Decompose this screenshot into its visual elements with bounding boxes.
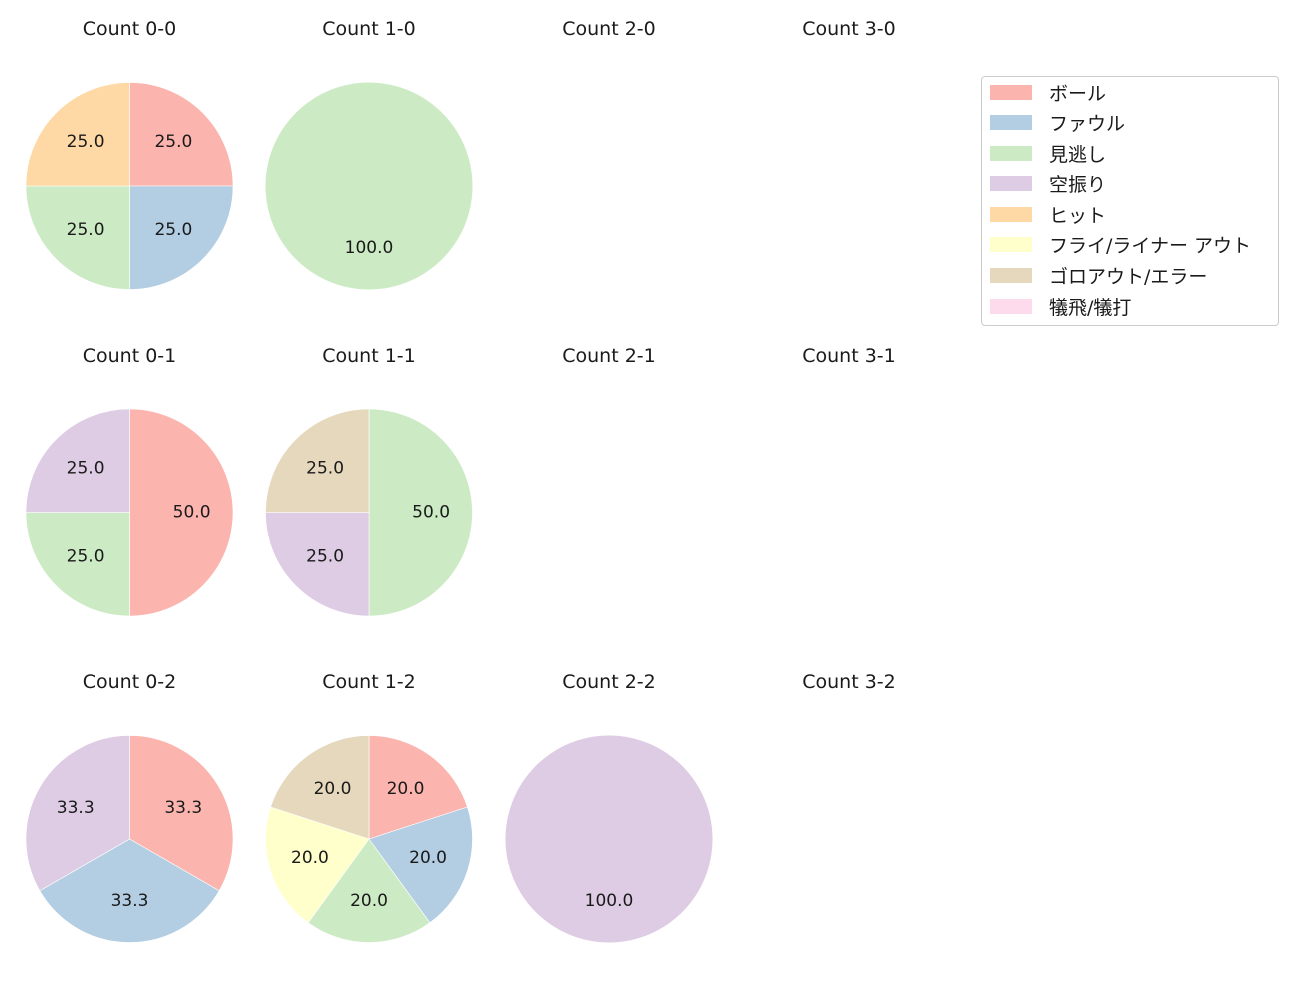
legend-label: ヒット [1049,204,1107,227]
pie-slice [368,735,468,840]
pie-pct-label: 33.3 [111,891,149,911]
pie-slice [265,512,370,617]
legend-item-sacrifice: 犠飛/犠打 [990,295,1132,319]
pie-pct-label: 100.0 [585,891,634,911]
legend-item-hit: ヒット [990,203,1107,227]
pie-count-0-1: Count 0-1 50.0 25.0 25.0 [25,345,234,617]
pie-pct-label: 25.0 [67,546,105,566]
pie-slice [265,806,370,924]
pie-pct-label: 25.0 [306,459,344,479]
legend-label: ゴロアウト/エラー [1049,265,1208,288]
pie-pct-label: 25.0 [67,132,105,152]
pie-title: Count 1-1 [322,345,416,367]
legend-swatch [990,298,1032,314]
pie-title: Count 2-2 [562,671,656,693]
pie-pct-label: 20.0 [350,891,388,911]
pie-title: Count 0-2 [83,671,177,693]
pie-count-2-2: Count 2-2 100.0 [505,671,713,943]
legend-swatch [990,206,1032,222]
pie-pct-label: 33.3 [164,798,202,818]
legend-item-swinging-strike: 空振り [990,173,1107,196]
legend-item-ground-out-error: ゴロアウト/エラー [990,264,1208,288]
pie-pct-label: 33.3 [57,798,95,818]
pie-title: Count 0-1 [83,345,177,367]
pie-count-0-0: Count 0-0 25.0 25.0 25.0 25.0 [25,18,234,290]
legend-label: 見逃し [1049,143,1107,166]
pie-slice [129,185,234,290]
legend-swatch [990,267,1032,283]
pie-pct-label: 20.0 [409,848,447,868]
legend-label: 犠飛/犠打 [1049,296,1132,319]
pie-count-1-0: Count 1-0 100.0 [265,18,473,290]
legend-swatch [990,176,1032,191]
legend-label: 空振り [1049,174,1107,196]
pie-count-2-1: Count 2-1 [562,345,656,367]
pie-count-1-2: Count 1-2 20.0 20.0 20.0 20.0 20.0 [265,671,473,943]
pie-title: Count 3-0 [802,18,896,40]
legend-swatch [990,237,1032,252]
pie-slice [25,408,130,513]
legend-item-foul: ファウル [990,112,1126,135]
pie-slice [368,806,473,924]
pie-pct-label: 25.0 [306,546,344,566]
legend-label: ファウル [1049,113,1126,135]
legend-item-fly-liner-out: フライ/ライナー アウト [990,234,1252,257]
pie-count-1-1: Count 1-1 50.0 25.0 25.0 [265,345,473,617]
legend-item-called-strike: 見逃し [990,142,1107,166]
pie-title: Count 2-0 [562,18,656,40]
pie-slice [129,408,234,617]
pie-pct-label: 25.0 [67,459,105,479]
pie-pct-label: 50.0 [173,503,211,523]
pie-slice [265,408,370,513]
legend-label: ボール [1049,82,1107,105]
pie-pct-label: 20.0 [291,848,329,868]
pie-slice [25,735,130,892]
legend-swatch [990,115,1032,130]
pie-slice [129,82,234,187]
legend-label: フライ/ライナー アウト [1049,235,1252,257]
pie-pct-label: 20.0 [314,779,352,799]
pie-pct-label: 25.0 [67,220,105,240]
pie-pct-label: 25.0 [154,132,192,152]
pie-slice [25,512,130,617]
pie-pct-label: 100.0 [345,238,394,258]
pie-title: Count 3-1 [802,345,896,367]
pie-count-3-2: Count 3-2 [802,671,896,693]
legend-swatch [990,84,1032,100]
pie-pct-label: 25.0 [154,220,192,240]
pie-slice [25,82,130,187]
legend-item-ball: ボール [990,81,1107,105]
pie-count-2-0: Count 2-0 [562,18,656,40]
pie-count-3-1: Count 3-1 [802,345,896,367]
pie-slice [505,735,713,943]
pie-title: Count 2-1 [562,345,656,367]
pie-slice [129,735,234,892]
pie-slice [270,735,370,840]
pie-title: Count 1-0 [322,18,416,40]
pie-count-3-0: Count 3-0 [802,18,896,40]
legend-swatch [990,145,1032,161]
pie-pct-label: 50.0 [412,503,450,523]
pie-pct-label: 20.0 [387,779,425,799]
pie-slice [265,82,473,290]
legend: ボール ファウル 見逃し 空振り ヒット フライ/ライナー アウト ゴロアウト/… [981,76,1279,326]
pie-title: Count 3-2 [802,671,896,693]
pie-title: Count 1-2 [322,671,416,693]
pie-count-0-2: Count 0-2 33.3 33.3 33.3 [25,671,234,943]
pie-slice [25,185,130,290]
pie-slice [307,838,431,943]
pie-title: Count 0-0 [83,18,177,40]
pie-slice [368,408,473,617]
